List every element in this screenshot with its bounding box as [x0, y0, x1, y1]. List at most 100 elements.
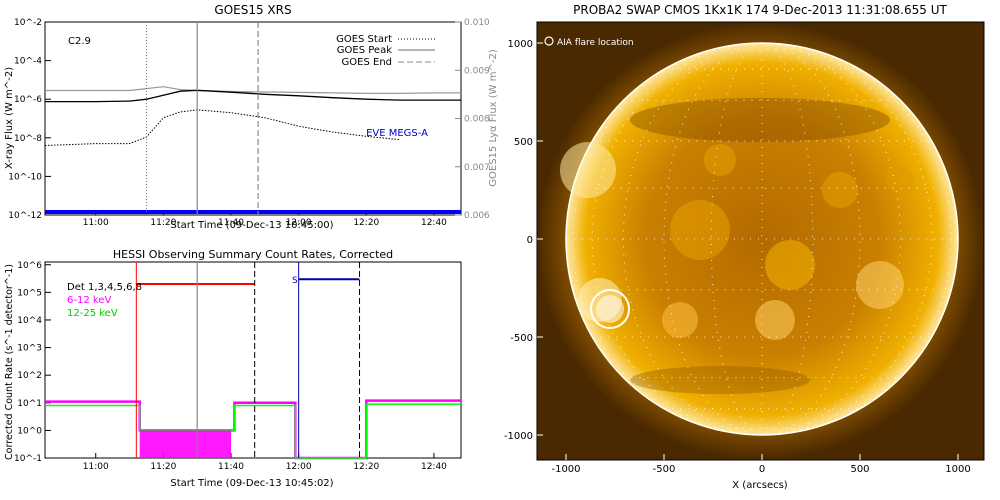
grid-longitude-line [761, 42, 959, 436]
active-region [662, 302, 698, 338]
hessi-x-tick-label: 11:00 [83, 462, 109, 472]
goes-plot-frame [44, 21, 462, 216]
grid-longitude-line [622, 42, 763, 436]
goes-title: GOES15 XRS [214, 3, 291, 17]
hessi-x-tick-label: 12:20 [353, 462, 379, 472]
hessi-attenuator-block [139, 430, 232, 458]
goes-flare-class: C2.9 [68, 36, 91, 47]
goes-y-tick-label: 10^-4 [14, 57, 42, 67]
goes-legend-peak: GOES Peak [337, 45, 392, 56]
goes-y-right-tick-label: 0.010 [464, 18, 490, 28]
swap-x-tick-label: 0 [759, 464, 765, 475]
hessi-s-flag-label: S [292, 276, 298, 286]
goes-y-tick-label: 10^-6 [14, 95, 42, 105]
goes-y-axis: 10^-2 10^-4 10^-6 10^-8 10^-10 10^-12 [8, 18, 51, 221]
hessi-x-tick-label: 12:40 [421, 462, 447, 472]
hessi-y-tick-label: 10^3 [17, 344, 42, 354]
hessi-det-label: Det 1,3,4,5,6,8 [67, 282, 142, 293]
hessi-panel: HESSI Observing Summary Count Rates, Cor… [4, 248, 462, 489]
hessi-band2-label: 12-25 keV [67, 308, 118, 319]
goes-lya-series [45, 86, 461, 94]
goes-legend-end: GOES End [342, 57, 392, 68]
swap-frame [536, 21, 985, 461]
hessi-y-tick-label: 10^6 [17, 261, 42, 271]
swap-x-tick-label: 500 [850, 464, 869, 475]
goes-y-tick-label: 10^-2 [14, 18, 42, 28]
active-region [704, 144, 736, 176]
active-region [755, 300, 795, 340]
goes-y-right-tick-label: 0.008 [464, 115, 490, 125]
hessi-x-axis: 11:00 11:20 11:40 12:00 12:20 12:40 [83, 453, 447, 472]
goes-x-label: Start Time (09-Dec-13 10:45:00) [170, 220, 333, 231]
swap-x-label: X (arcsecs) [732, 480, 788, 491]
active-region [822, 172, 858, 208]
hessi-x-tick-label: 11:40 [218, 462, 244, 472]
hessi-y-tick-label: 10^5 [17, 288, 42, 298]
hessi-plot-frame [44, 261, 462, 459]
swap-y-tick-label: 1000 [508, 39, 533, 50]
goes-y-tick-label: 10^-10 [8, 172, 42, 182]
grid-longitude-line [761, 42, 902, 436]
hessi-x-tick-label: 11:20 [150, 462, 176, 472]
grid-longitude-line [565, 42, 763, 436]
hessi-y-label: Corrected Count Rate (s^-1 detector^-1) [4, 264, 15, 460]
hessi-12-25kev-series [45, 403, 461, 459]
hessi-x-label: Start Time (09-Dec-13 10:45:02) [170, 478, 333, 489]
goes-y-tick-label: 10^-12 [8, 211, 42, 221]
goes-x-tick-label: 12:40 [421, 218, 447, 228]
aia-legend-symbol [544, 36, 554, 46]
hessi-y-tick-label: 10^2 [17, 371, 42, 381]
active-region [886, 166, 914, 194]
swap-y-tick-label: -500 [510, 333, 533, 344]
swap-y-axis: 1000 500 0 -500 -1000 [504, 39, 543, 442]
swap-panel: PROBA2 SWAP CMOS 1Kx1K 174 9-Dec-2013 11… [504, 3, 985, 491]
swap-x-tick-label: -500 [653, 464, 676, 475]
hessi-y-axis: 10^6 10^5 10^4 10^3 10^2 10^1 10^0 10^-1 [14, 261, 51, 464]
active-region [765, 240, 815, 290]
aia-legend-text: AIA flare location [557, 38, 634, 48]
goes-x-tick-label: 12:20 [353, 218, 379, 228]
goes-short-series [44, 109, 401, 146]
hessi-y-tick-label: 10^4 [17, 316, 42, 326]
active-region [856, 261, 904, 309]
heliographic-grid [565, 42, 959, 436]
goes-y-tick-label: 10^-8 [14, 134, 42, 144]
hessi-x-tick-label: 12:00 [286, 462, 312, 472]
hessi-y-tick-label: 10^0 [17, 426, 42, 436]
goes-series-group [44, 86, 461, 214]
goes-x-tick-label: 11:00 [83, 218, 109, 228]
goes-panel: GOES15 XRS 10^-210^-410^-610^-810^-1010^… [4, 3, 499, 231]
swap-y-tick-label: -1000 [504, 431, 533, 442]
goes-y-right-tick-label: 0.006 [464, 211, 490, 221]
dark-region [630, 366, 810, 394]
sun-texture [560, 98, 914, 394]
hessi-title: HESSI Observing Summary Count Rates, Cor… [113, 248, 393, 261]
goes-y-right-label: GOES15 Lyα Flux (W m^-2) [488, 49, 499, 187]
goes-x-tick-label: 12:00 [286, 218, 312, 228]
goes-y-right-tick-label: 0.009 [464, 66, 490, 76]
swap-y-tick-label: 0 [527, 235, 533, 246]
goes-markers [145, 22, 259, 215]
swap-x-tick-label: -1000 [551, 464, 580, 475]
hessi-y-tick-label: 10^1 [17, 399, 42, 409]
goes-x-tick-label: 11:20 [150, 218, 176, 228]
goes-x-tick-label: 11:40 [218, 218, 244, 228]
goes-y-right-tick-label: 0.007 [464, 163, 490, 173]
active-region [596, 295, 624, 323]
goes-long-series [45, 89, 461, 103]
swap-x-tick-label: 1000 [945, 464, 970, 475]
active-region [670, 200, 730, 260]
dark-filament [630, 98, 890, 142]
hessi-y-tick-label: 10^-1 [14, 454, 42, 464]
hessi-series-group [45, 262, 461, 460]
swap-y-tick-label: 500 [514, 137, 533, 148]
swap-x-axis: -1000 -500 0 500 1000 [551, 454, 971, 475]
hessi-band1-label: 6-12 keV [67, 295, 111, 306]
goes-eve-label: EVE MEGS-A [366, 128, 428, 139]
goes-legend: GOES Start GOES Peak GOES End [336, 34, 435, 68]
goes-y-label: X-ray Flux (W m^-2) [4, 67, 15, 169]
swap-title: PROBA2 SWAP CMOS 1Kx1K 174 9-Dec-2013 11… [573, 3, 947, 17]
goes-y-right-axis: 0.010 0.009 0.008 0.007 0.006 [455, 18, 490, 221]
hessi-6-12kev-series [45, 399, 461, 460]
